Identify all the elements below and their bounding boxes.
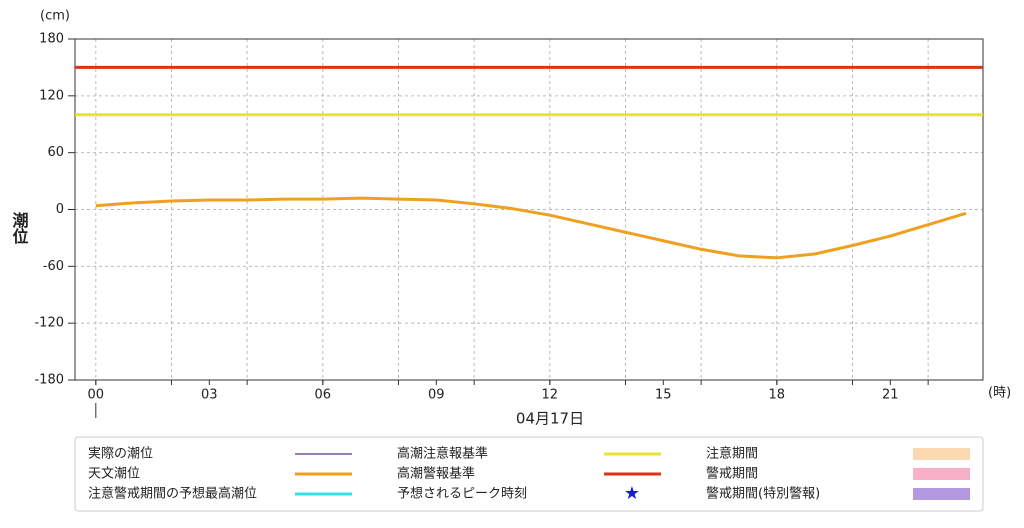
y-tick-label: 0 (56, 202, 64, 217)
x-tick-label: 18 (769, 388, 786, 403)
legend-label: 高潮警報基準 (397, 466, 475, 482)
y-tick-label: 60 (47, 145, 64, 160)
tide-line (95, 196, 967, 260)
legend-swatch: ★ (624, 483, 640, 504)
legend-label: 予想されるピーク時刻 (397, 486, 527, 502)
legend-label: 注意警戒期間の予想最高潮位 (88, 486, 257, 502)
legend-label: 警戒期間(特別警報) (706, 486, 820, 502)
x-tick-label: 21 (882, 388, 899, 403)
legend-swatch (913, 448, 970, 460)
legend-swatch (913, 468, 970, 480)
x-tick-label: 15 (655, 388, 672, 403)
y-tick-label: -60 (43, 259, 64, 274)
legend-swatch (913, 488, 970, 500)
y-unit: (cm) (40, 9, 70, 24)
x-tick-label: 00 (88, 388, 105, 403)
date-label: 04月17日 (516, 410, 584, 428)
x-tick-label: 06 (315, 388, 332, 403)
legend-label: 実際の潮位 (88, 446, 153, 462)
y-tick-label: 120 (39, 88, 64, 103)
x-unit: (時) (988, 386, 1011, 401)
legend-label: 天文潮位 (88, 467, 140, 482)
legend-label: 警戒期間 (706, 466, 758, 482)
legend-label: 高潮注意報基準 (397, 446, 488, 462)
x-tick-label: 03 (201, 388, 218, 403)
y-tick-label: 180 (39, 32, 64, 47)
y-tick-label: -180 (34, 373, 64, 388)
y-label: 潮位 (10, 211, 29, 245)
y-tick-label: -120 (34, 316, 64, 331)
plot-frame (74, 38, 984, 381)
x-tick-label: 12 (542, 388, 559, 403)
x-tick-label: 09 (428, 388, 445, 403)
legend-label: 注意期間 (706, 446, 758, 462)
